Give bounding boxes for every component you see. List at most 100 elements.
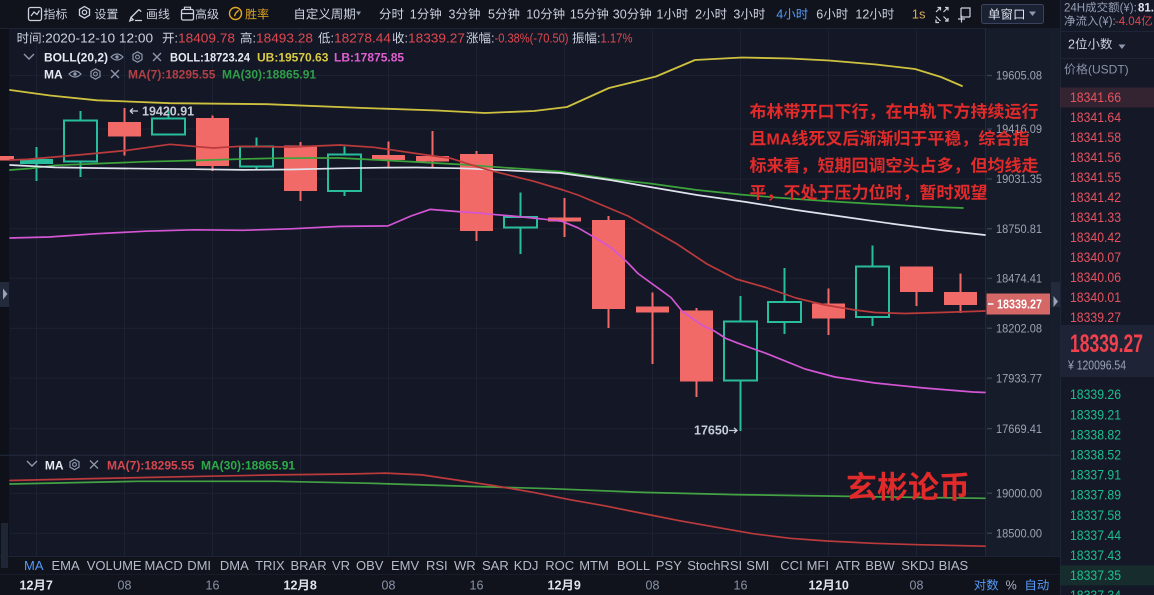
svg-text:12: 12 — [855, 8, 869, 22]
svg-text:ROC: ROC — [545, 558, 574, 573]
svg-text:19416.09: 19416.09 — [996, 122, 1042, 136]
svg-text:1.17%: 1.17% — [601, 32, 633, 46]
svg-text:StochRSI: StochRSI — [687, 558, 742, 573]
svg-text:17669.41: 17669.41 — [996, 422, 1042, 436]
svg-text:18337.89: 18337.89 — [1070, 487, 1121, 503]
svg-text:ATR: ATR — [835, 558, 860, 573]
svg-text:9: 9 — [574, 579, 581, 593]
svg-text:18337.35: 18337.35 — [1070, 567, 1121, 583]
svg-text::: : — [175, 32, 178, 46]
svg-text::: : — [42, 32, 45, 46]
svg-text:2: 2 — [1068, 38, 1075, 52]
svg-text:18339.27: 18339.27 — [1070, 330, 1143, 358]
svg-text::: : — [597, 32, 600, 46]
svg-text:1: 1 — [410, 8, 417, 22]
svg-text:81.5: 81.5 — [1138, 3, 1154, 15]
svg-text:08: 08 — [646, 579, 660, 593]
svg-text:18750.81: 18750.81 — [996, 222, 1042, 236]
svg-text:8: 8 — [310, 579, 317, 593]
svg-text:15: 15 — [570, 8, 584, 22]
svg-text:MFI: MFI — [807, 558, 829, 573]
svg-text:17650: 17650 — [694, 424, 729, 438]
svg-text:):: ): — [1130, 3, 1137, 15]
svg-text::: : — [491, 32, 494, 46]
svg-text:18338.52: 18338.52 — [1070, 447, 1121, 463]
svg-text:OBV: OBV — [356, 558, 384, 573]
svg-text:-0.38%(-70.50): -0.38%(-70.50) — [495, 32, 569, 46]
svg-text:5: 5 — [488, 8, 495, 22]
svg-text:18337.44: 18337.44 — [1070, 527, 1121, 543]
svg-text:6: 6 — [816, 8, 823, 22]
svg-text:BRAR: BRAR — [291, 558, 327, 573]
svg-text:BOLL(20,2): BOLL(20,2) — [44, 51, 108, 65]
svg-text:16: 16 — [470, 579, 484, 593]
svg-text:18337.43: 18337.43 — [1070, 547, 1121, 563]
svg-text:VOLUME: VOLUME — [87, 558, 142, 573]
svg-text:18341.42: 18341.42 — [1070, 189, 1121, 205]
svg-text::: : — [253, 32, 256, 46]
svg-text:18337.34: 18337.34 — [1070, 587, 1121, 595]
svg-text:30: 30 — [613, 8, 627, 22]
svg-text:BBW: BBW — [865, 558, 895, 573]
svg-text:1: 1 — [656, 8, 663, 22]
svg-text::: : — [331, 32, 334, 46]
svg-text:12: 12 — [548, 579, 562, 593]
svg-text:18338.82: 18338.82 — [1070, 426, 1121, 442]
svg-text:19420.91: 19420.91 — [142, 105, 194, 119]
svg-text:08: 08 — [910, 579, 924, 593]
svg-text:MA: MA — [44, 68, 63, 82]
svg-text:VR: VR — [332, 558, 350, 573]
svg-text:19031.35: 19031.35 — [996, 172, 1042, 186]
svg-text:12: 12 — [284, 579, 298, 593]
svg-text:EMV: EMV — [391, 558, 420, 573]
svg-text:2: 2 — [695, 8, 702, 22]
svg-text:18340.06: 18340.06 — [1070, 269, 1121, 285]
svg-text:-4.04: -4.04 — [1115, 16, 1142, 28]
svg-text:18341.55: 18341.55 — [1070, 169, 1121, 185]
svg-text:UB:19570.63: UB:19570.63 — [257, 51, 329, 65]
svg-text:24H: 24H — [1064, 3, 1085, 15]
svg-text:MA(7):18295.55: MA(7):18295.55 — [107, 459, 195, 473]
svg-text:18341.64: 18341.64 — [1070, 109, 1121, 125]
svg-text:(: ( — [1099, 16, 1103, 28]
svg-text:BOLL:18723.24: BOLL:18723.24 — [170, 51, 250, 65]
svg-text:16: 16 — [734, 579, 748, 593]
svg-text:MA(30):18865.91: MA(30):18865.91 — [201, 459, 295, 473]
svg-text:%: % — [1006, 579, 1017, 593]
svg-text:DMI: DMI — [187, 558, 211, 573]
svg-text:SAR: SAR — [482, 558, 509, 573]
svg-text:18339.26: 18339.26 — [1070, 386, 1121, 402]
svg-text:10: 10 — [526, 8, 540, 22]
svg-text:19605.08: 19605.08 — [996, 69, 1042, 83]
svg-text:BIAS: BIAS — [939, 558, 969, 573]
svg-text:18337.91: 18337.91 — [1070, 467, 1121, 483]
svg-text:MA: MA — [45, 459, 64, 473]
svg-text:7: 7 — [46, 579, 53, 593]
svg-text:KDJ: KDJ — [514, 558, 539, 573]
svg-text:(USDT): (USDT) — [1088, 63, 1129, 77]
svg-text:3: 3 — [449, 8, 456, 22]
svg-text::: : — [405, 32, 408, 46]
svg-text:18474.41: 18474.41 — [996, 272, 1042, 286]
svg-text:MA(7):18295.55: MA(7):18295.55 — [128, 68, 216, 82]
svg-text:MTM: MTM — [579, 558, 609, 573]
svg-text:16: 16 — [206, 579, 220, 593]
svg-text:18500.00: 18500.00 — [996, 526, 1042, 540]
svg-text:17933.77: 17933.77 — [996, 371, 1042, 385]
svg-text:MA: MA — [767, 132, 792, 149]
svg-text:18493.28: 18493.28 — [256, 32, 313, 46]
svg-text:18339.21: 18339.21 — [1070, 406, 1121, 422]
svg-text:(: ( — [1120, 3, 1124, 15]
svg-text:WR: WR — [454, 558, 476, 573]
svg-text:TRIX: TRIX — [255, 558, 285, 573]
svg-text:BOLL: BOLL — [617, 558, 650, 573]
svg-text:18339.27: 18339.27 — [997, 298, 1042, 312]
svg-text:PSY: PSY — [656, 558, 682, 573]
svg-text:18202.08: 18202.08 — [996, 321, 1042, 335]
svg-text:MA: MA — [24, 558, 44, 573]
svg-text:DMA: DMA — [220, 558, 249, 573]
svg-text:18341.66: 18341.66 — [1070, 89, 1121, 105]
svg-text:LB:17875.85: LB:17875.85 — [334, 51, 404, 65]
svg-text:10: 10 — [835, 579, 849, 593]
svg-text:18339.27: 18339.27 — [408, 32, 465, 46]
